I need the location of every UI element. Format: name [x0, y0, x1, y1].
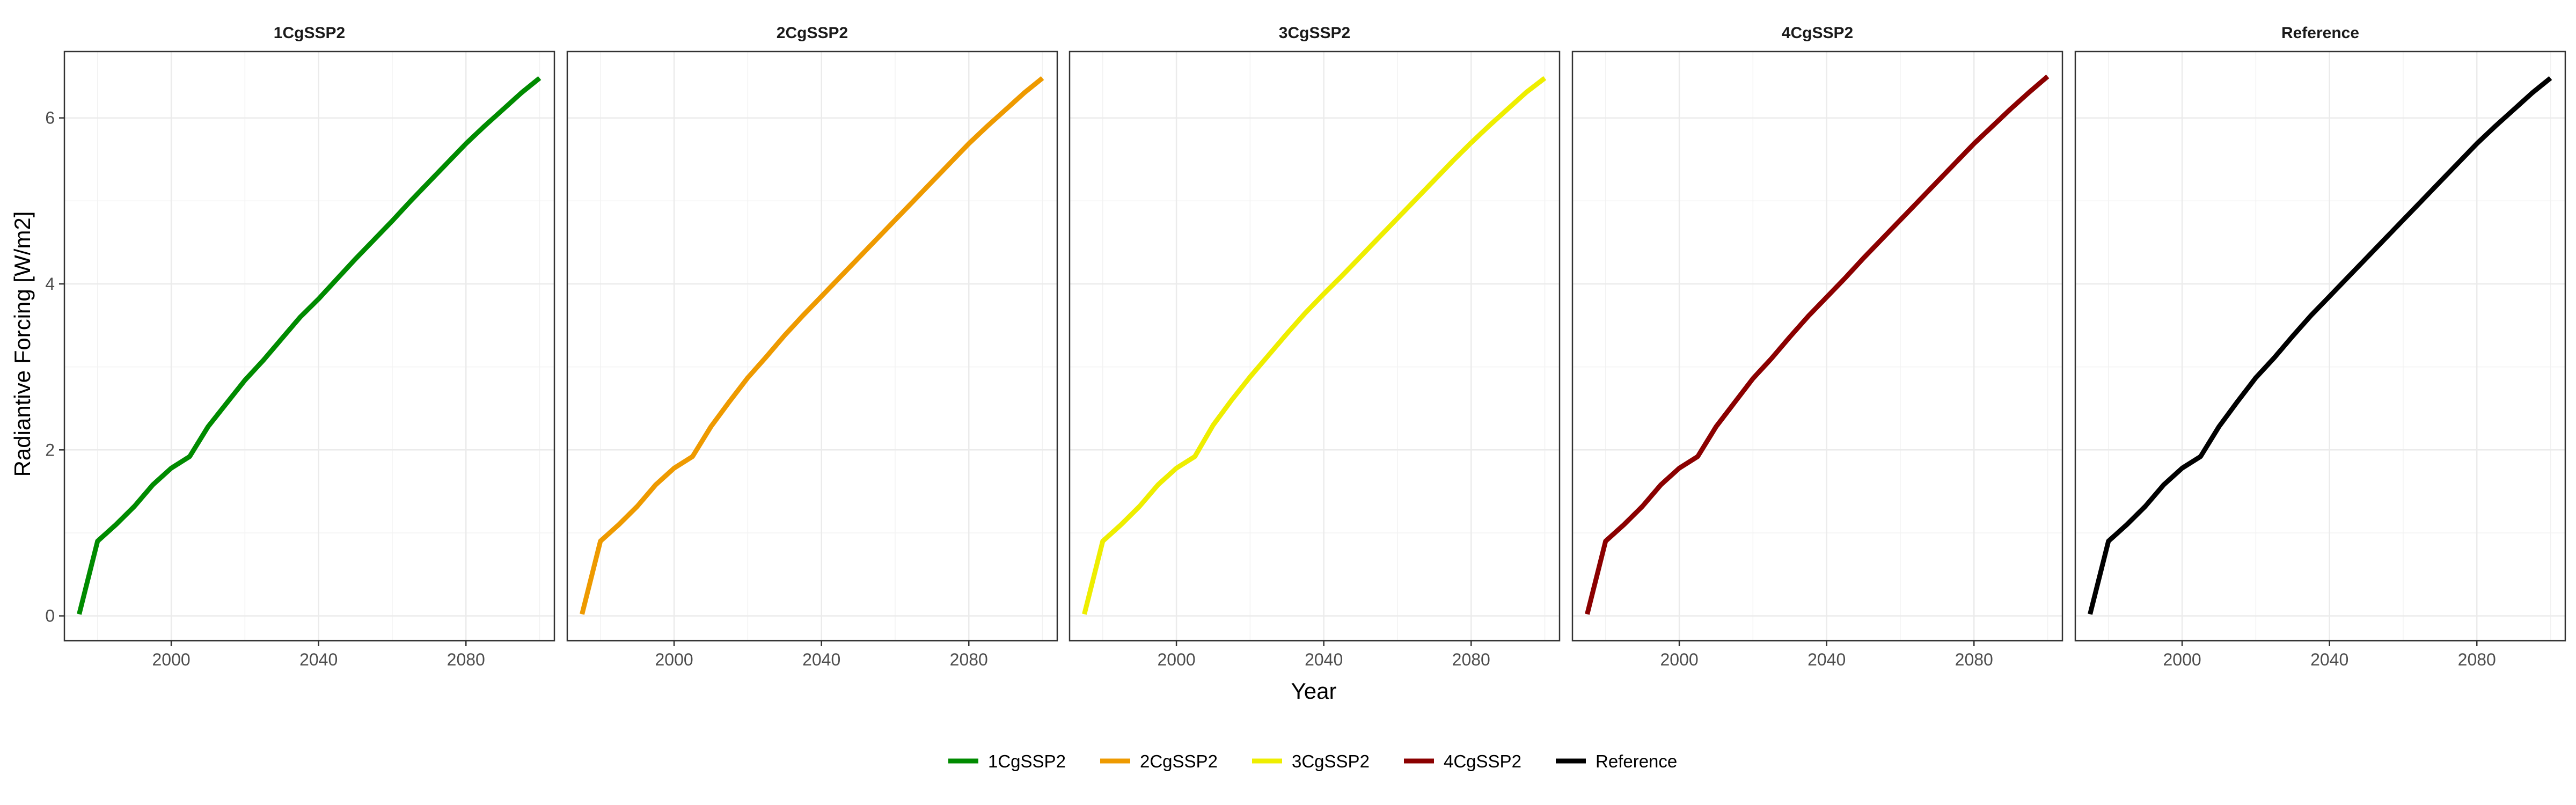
facet-title: Reference: [2281, 24, 2359, 42]
legend-item: 3CgSSP2: [1252, 751, 1370, 771]
facet-panel: 4CgSSP2 2000 2040 2080: [1571, 16, 2063, 669]
panel-border: [2074, 50, 2566, 642]
facet-panel: 1CgSSP2 2000 2040 2080 0 2 4 6: [45, 16, 555, 669]
x-axis-title: Year: [1291, 678, 1337, 704]
legend-label: 2CgSSP2: [1140, 751, 1218, 771]
x-tick-label: 2040: [299, 650, 338, 669]
panel-border: [63, 50, 555, 642]
facet-panel: 3CgSSP2 2000 2040 2080: [1069, 16, 1561, 669]
x-tick-label: 2040: [2310, 650, 2348, 669]
x-tick-label: 2040: [802, 650, 840, 669]
panel-border: [1069, 50, 1561, 642]
facet-strip: [567, 16, 1057, 48]
legend-item: Reference: [1556, 751, 1677, 771]
plot-panel: [64, 52, 554, 641]
plot-panel: [2075, 52, 2565, 641]
series-line: [580, 76, 1044, 615]
series-line: [1585, 74, 2050, 615]
x-tick-label: 2000: [655, 650, 693, 669]
panel-border: [566, 50, 1058, 642]
y-tick-label: 0: [45, 606, 55, 626]
x-tick-label: 2000: [1157, 650, 1195, 669]
legend: 1CgSSP2 2CgSSP2 3CgSSP2 4CgSSP2 Reference: [948, 751, 1677, 771]
facet-title: 2CgSSP2: [777, 24, 848, 42]
x-tick-label: 2080: [447, 650, 485, 669]
x-tick-label: 2040: [1807, 650, 1846, 669]
series-line: [1082, 76, 1547, 615]
facet-strip: [2075, 16, 2565, 48]
panel-border: [1571, 50, 2063, 642]
facet-strip: [1572, 16, 2062, 48]
legend-label: 1CgSSP2: [988, 751, 1066, 771]
x-tick-label: 2000: [1660, 650, 1698, 669]
plot-panel: [1070, 52, 1560, 641]
x-tick-label: 2040: [1305, 650, 1343, 669]
x-tick-label: 2000: [152, 650, 190, 669]
facet-strip: [64, 16, 554, 48]
y-tick-label: 4: [45, 274, 55, 294]
y-tick-label: 6: [45, 108, 55, 128]
facet-title: 3CgSSP2: [1279, 24, 1350, 42]
x-tick-label: 2000: [2163, 650, 2201, 669]
legend-label: Reference: [1596, 751, 1677, 771]
plot-panel: [567, 52, 1057, 641]
y-tick-label: 2: [45, 440, 55, 459]
series-line: [77, 76, 541, 615]
facet-title: 4CgSSP2: [1782, 24, 1853, 42]
x-tick-label: 2080: [2458, 650, 2496, 669]
legend-label: 3CgSSP2: [1292, 751, 1370, 771]
x-tick-label: 2080: [1955, 650, 1993, 669]
x-tick-label: 2080: [950, 650, 988, 669]
legend-label: 4CgSSP2: [1444, 751, 1521, 771]
legend-item: 4CgSSP2: [1404, 751, 1521, 771]
legend-item: 2CgSSP2: [1100, 751, 1218, 771]
facet-title: 1CgSSP2: [274, 24, 345, 42]
legend-item: 1CgSSP2: [948, 751, 1066, 771]
y-axis-title: Radiantive Forcing [W/m2]: [10, 211, 35, 477]
facet-panel: Reference 2000 2040 2080: [2074, 16, 2566, 669]
facet-strip: [1070, 16, 1560, 48]
facets: 1CgSSP2 2000 2040 2080 0 2 4 6 2CgSSP2 2000 2040 20…: [45, 16, 2566, 669]
plot-panel: [1572, 52, 2062, 641]
x-tick-label: 2080: [1452, 650, 1490, 669]
facet-panel: 2CgSSP2 2000 2040 2080: [566, 16, 1058, 669]
series-line: [2088, 76, 2552, 615]
